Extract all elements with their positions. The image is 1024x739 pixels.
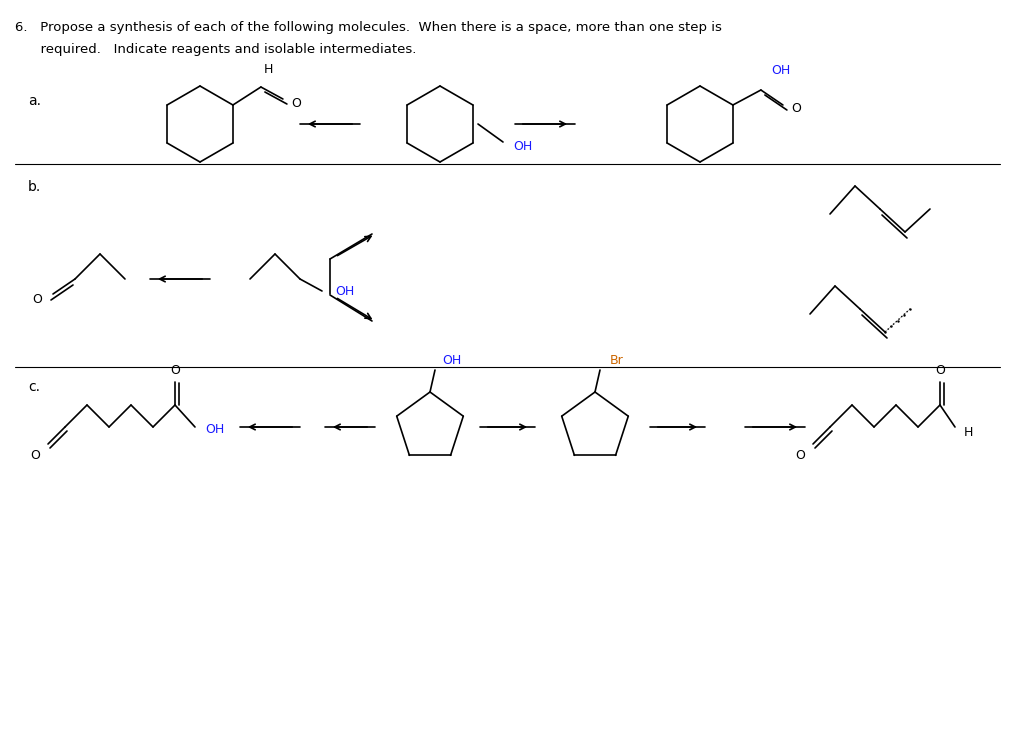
Text: O: O [791, 103, 801, 115]
Text: H: H [964, 426, 973, 438]
Text: required.   Indicate reagents and isolable intermediates.: required. Indicate reagents and isolable… [15, 43, 417, 56]
Text: H: H [264, 63, 273, 75]
Text: OH: OH [336, 285, 354, 298]
Text: OH: OH [442, 353, 462, 367]
Text: O: O [291, 97, 301, 109]
Text: O: O [30, 449, 40, 461]
Text: OH: OH [513, 140, 532, 154]
Text: O: O [170, 364, 180, 376]
Text: b.: b. [28, 180, 41, 194]
Text: 6.   Propose a synthesis of each of the following molecules.  When there is a sp: 6. Propose a synthesis of each of the fo… [15, 21, 722, 34]
Text: O: O [795, 449, 805, 461]
Text: O: O [32, 293, 42, 305]
Text: a.: a. [28, 94, 41, 108]
Text: OH: OH [771, 64, 791, 77]
Text: c.: c. [28, 380, 40, 394]
Text: Br: Br [610, 353, 624, 367]
Text: OH: OH [206, 423, 224, 435]
Text: O: O [935, 364, 945, 376]
